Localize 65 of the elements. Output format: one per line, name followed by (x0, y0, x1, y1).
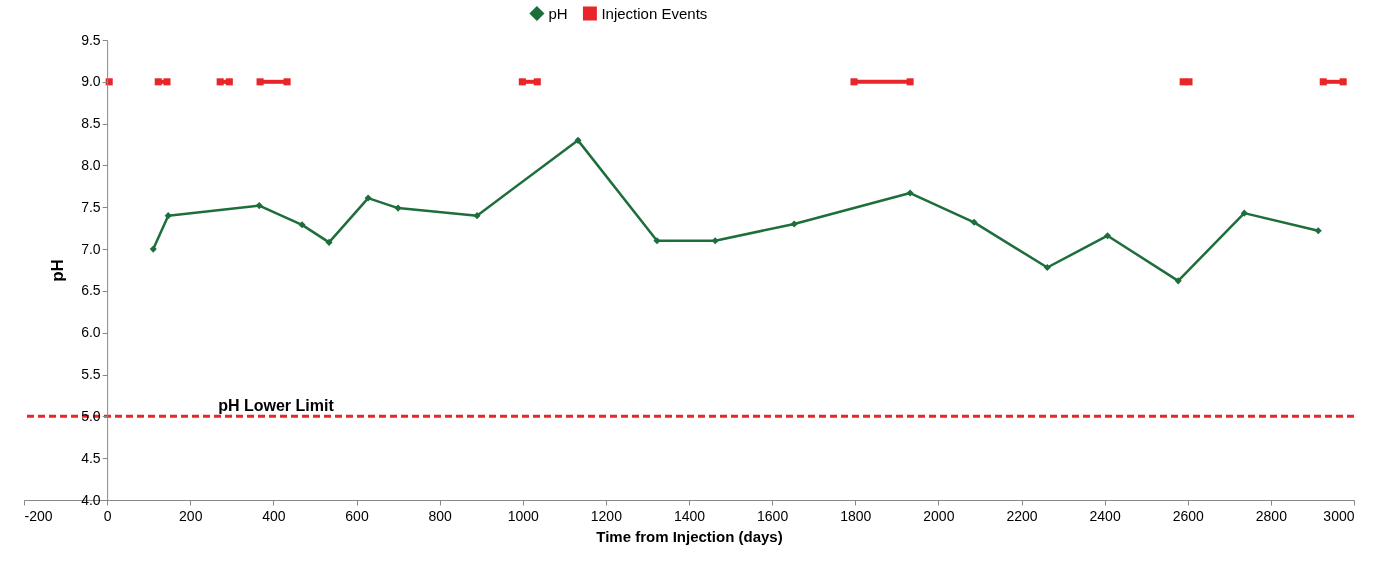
point (1043, 263, 1051, 272)
point (574, 136, 582, 144)
y-tick-label: 6.5 (81, 282, 101, 299)
point (790, 220, 798, 228)
point (216, 78, 224, 86)
x-tick-label: 2400 (1089, 507, 1121, 524)
point (325, 238, 333, 246)
ref-line-label: pH Lower Limit (218, 397, 335, 415)
point (518, 78, 526, 86)
x-tick-label: 3000 (1323, 507, 1355, 524)
x-tick-label: 1800 (840, 507, 872, 524)
point (298, 221, 306, 229)
x-tick-label: 2600 (1172, 507, 1205, 524)
x-tick-label: -200 (24, 507, 53, 524)
y-tick-label: 7.0 (81, 240, 101, 257)
point (1339, 78, 1347, 86)
x-tick-label: 600 (345, 507, 369, 524)
y-tick-label: 9.0 (81, 73, 101, 90)
point (283, 78, 291, 86)
point (850, 78, 858, 86)
point (364, 194, 372, 202)
point (154, 78, 162, 86)
point (473, 212, 481, 220)
point (149, 245, 157, 253)
y-tick-label: 4.0 (81, 491, 101, 508)
point (533, 78, 541, 86)
point (1104, 232, 1112, 240)
x-tick-label: 2800 (1255, 507, 1288, 524)
x-tick-label: 1400 (673, 507, 706, 524)
point (163, 78, 171, 86)
point (1319, 78, 1327, 86)
point (164, 212, 172, 220)
point (256, 78, 264, 86)
point (1174, 277, 1182, 285)
y-tick-label: 9.5 (81, 31, 101, 48)
y-tick-label: 5.5 (81, 366, 101, 383)
x-tick-label: 400 (262, 507, 286, 524)
x-tick-label: 2200 (1006, 507, 1038, 524)
point (1240, 209, 1248, 217)
x-tick-label: 1000 (507, 507, 540, 524)
x-tick-label: 800 (428, 507, 453, 524)
x-tick-label: 2000 (923, 507, 955, 524)
point (970, 218, 978, 226)
point (225, 78, 233, 86)
point (1185, 78, 1193, 86)
x-tick-label: 1600 (757, 507, 789, 524)
x-tick-label: 1200 (590, 507, 623, 524)
y-axis-title: pH (48, 259, 68, 282)
y-tick-label: 8.5 (81, 115, 101, 132)
point (394, 204, 402, 212)
point (653, 237, 661, 245)
x-tick-label: 0 (103, 507, 112, 524)
y-tick-label: 7.5 (81, 198, 101, 215)
point (255, 202, 263, 210)
y-tick-label: 4.5 (81, 449, 101, 466)
point (711, 237, 719, 245)
point (906, 78, 914, 86)
legend-label: Injection Events (601, 4, 708, 22)
x-axis-title: Time from Injection (days) (596, 527, 783, 545)
y-tick-label: 8.0 (81, 156, 101, 173)
point (906, 189, 914, 197)
x-tick-label: 200 (179, 507, 203, 524)
y-tick-label: 6.0 (81, 324, 101, 341)
point (1314, 227, 1322, 235)
legend-label: pH (548, 4, 568, 22)
